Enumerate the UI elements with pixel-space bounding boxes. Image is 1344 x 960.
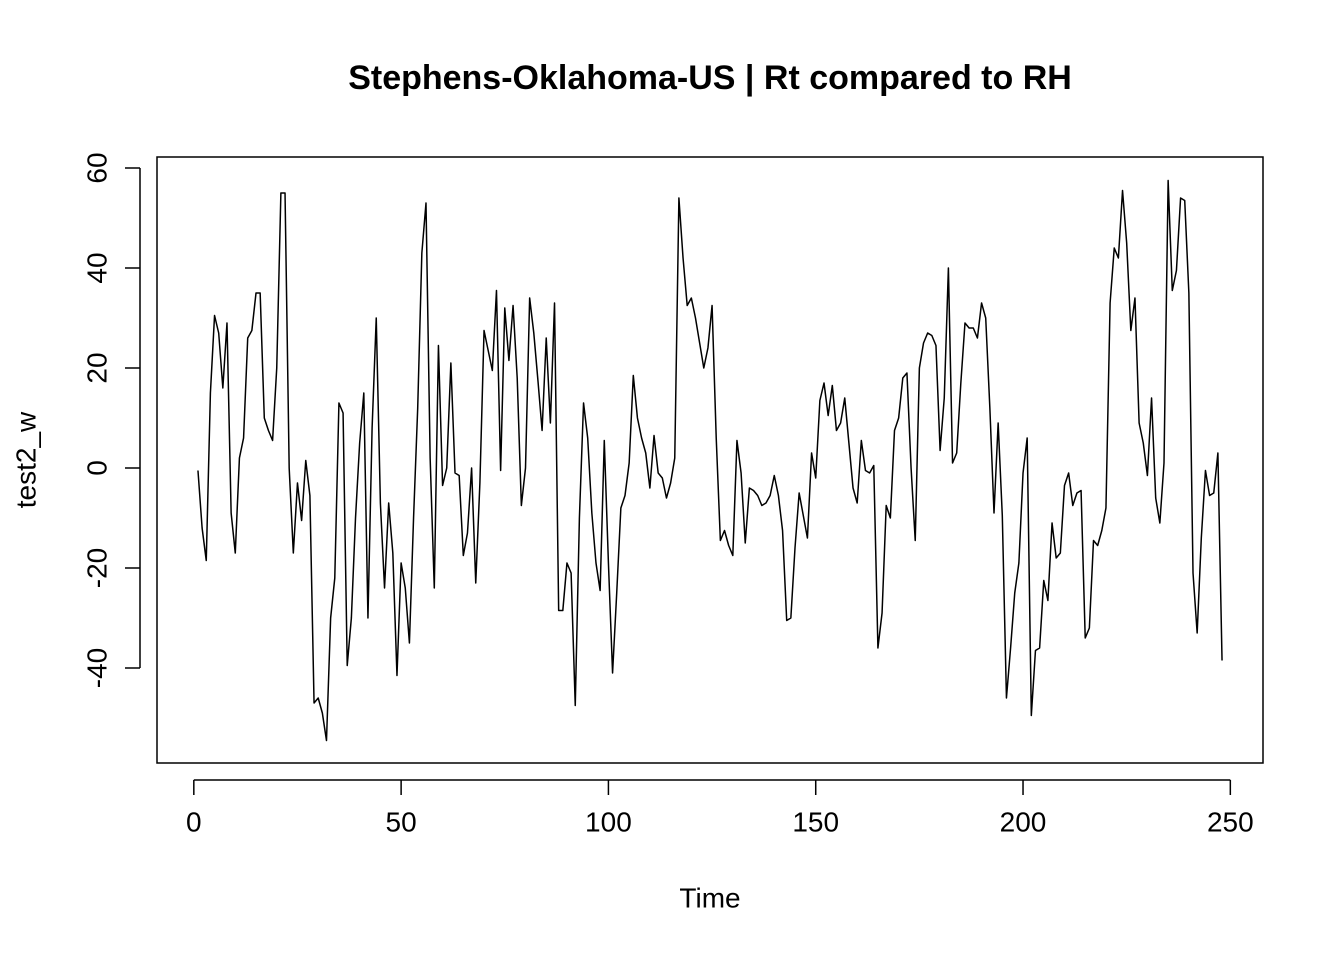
y-tick-label: 40 xyxy=(81,252,112,283)
y-tick-label: 60 xyxy=(81,152,112,183)
x-axis-label: Time xyxy=(679,882,740,913)
series-line xyxy=(197,179,1223,742)
y-tick-label: 0 xyxy=(81,460,112,476)
x-tick-label: 100 xyxy=(585,806,632,837)
y-tick-label: -20 xyxy=(81,548,112,588)
x-tick-label: 150 xyxy=(792,806,839,837)
x-tick-label: 0 xyxy=(186,806,202,837)
chart-title: Stephens-Oklahoma-US | Rt compared to RH xyxy=(348,59,1072,97)
plot-frame xyxy=(156,156,1264,764)
x-tick-label: 250 xyxy=(1207,806,1254,837)
y-tick-label: 20 xyxy=(81,352,112,383)
x-tick-label: 200 xyxy=(1000,806,1047,837)
x-tick-label: 50 xyxy=(386,806,417,837)
y-tick-label: -40 xyxy=(81,648,112,688)
y-axis-label: test2_w xyxy=(10,411,41,508)
